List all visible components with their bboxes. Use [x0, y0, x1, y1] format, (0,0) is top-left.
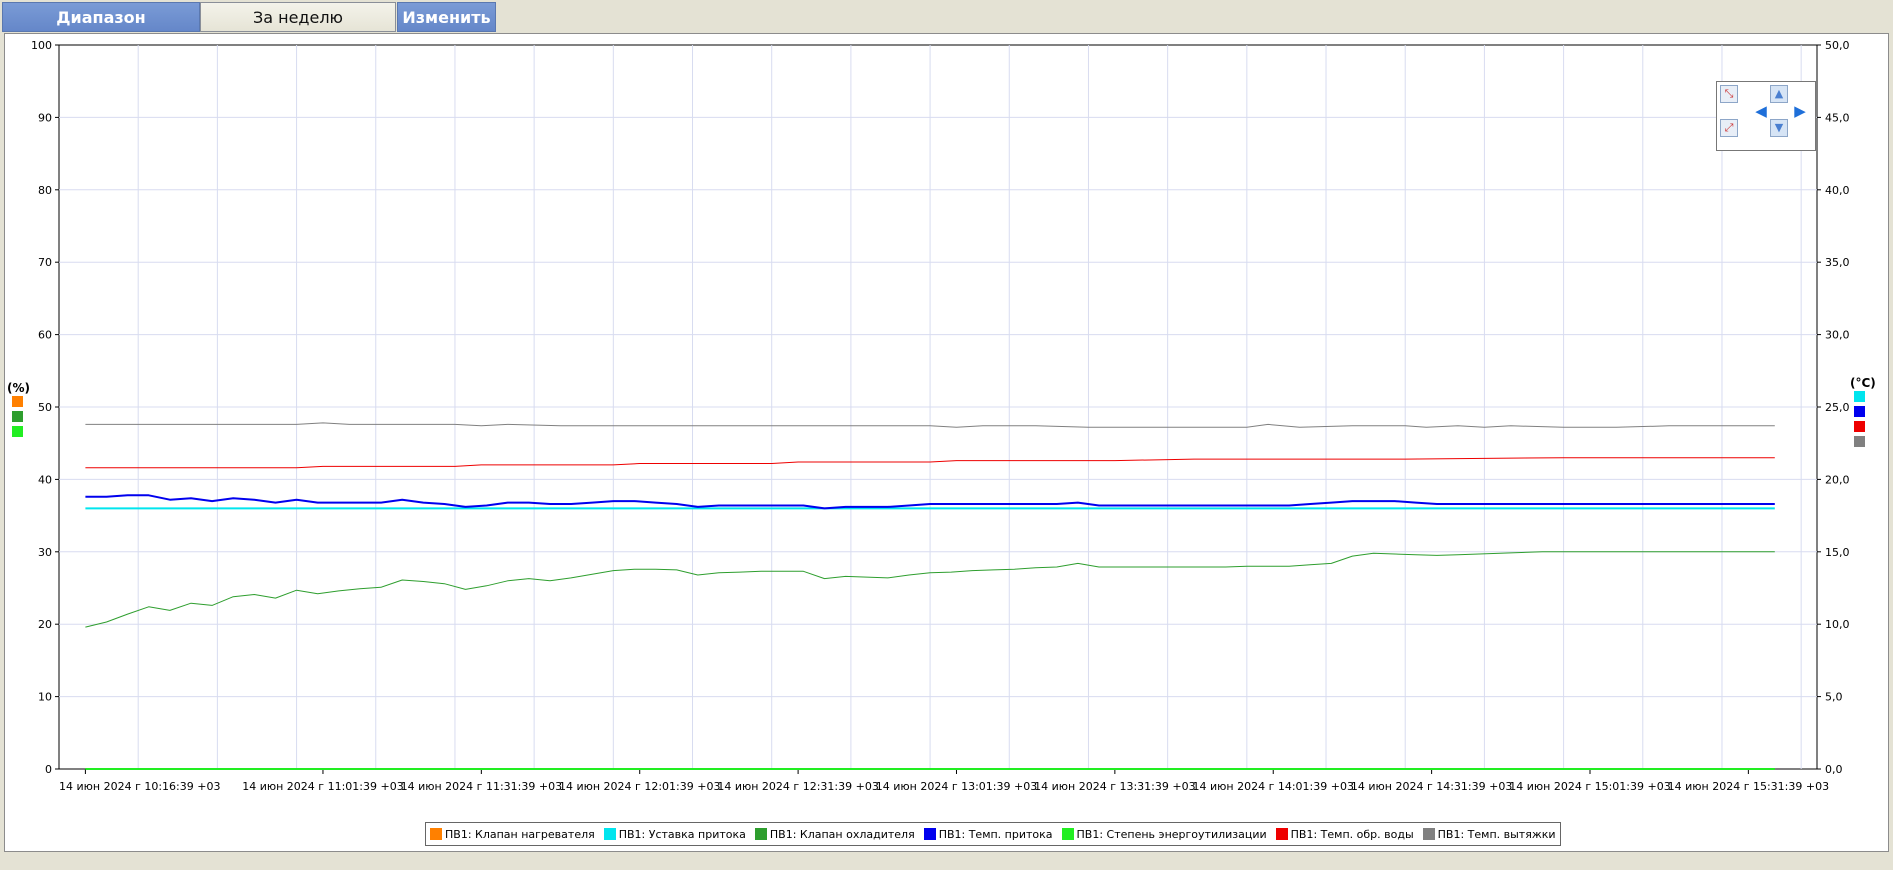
x-tick-label: 14 июн 2024 г 11:31:39 +03: [401, 780, 562, 793]
x-tick-label: 14 июн 2024 г 12:31:39 +03: [717, 780, 878, 793]
x-tick-label: 14 июн 2024 г 10:16:39 +03: [59, 780, 220, 793]
legend-item[interactable]: ПВ1: Темп. притока: [923, 827, 1053, 841]
left-tick-label: 30: [38, 546, 52, 559]
legend-label: ПВ1: Клапан нагревателя: [445, 827, 595, 841]
right-tick-label: 50,0: [1825, 39, 1850, 52]
change-button[interactable]: Изменить: [397, 2, 496, 32]
right-axis-marker-2: [1854, 406, 1865, 417]
chart-navigator: ⤡ ▲ ◀ ▶ ⤢ ▼: [1716, 81, 1816, 151]
right-axis-unit: (°C): [1850, 376, 1876, 390]
arrow-up-icon[interactable]: ▲: [1770, 85, 1788, 103]
legend-swatch: [1061, 828, 1074, 840]
left-tick-label: 100: [31, 39, 52, 52]
legend-label: ПВ1: Степень энергоутилизации: [1076, 827, 1267, 841]
left-tick-label: 10: [38, 691, 52, 704]
series-line-6: [85, 457, 1775, 469]
trend-chart[interactable]: 0 10 20 30 40 50 60 70 80 90 100 0,0 5,0 10,0 15,0 20,0…: [5, 34, 1890, 853]
left-axis-unit: (%): [7, 381, 30, 395]
legend-label: ПВ1: Темп. притока: [938, 827, 1053, 841]
legend-item[interactable]: ПВ1: Уставка притока: [603, 827, 746, 841]
left-tick-label: 80: [38, 184, 52, 197]
right-tick-label: 40,0: [1825, 184, 1850, 197]
legend-swatch: [430, 828, 442, 840]
legend-label: ПВ1: Клапан охладителя: [769, 827, 915, 841]
x-tick-label: 14 июн 2024 г 14:31:39 +03: [1351, 780, 1512, 793]
right-tick-label: 20,0: [1825, 473, 1850, 486]
zoom-out-icon[interactable]: ⤢: [1720, 119, 1738, 137]
zoom-in-icon[interactable]: ⤡: [1720, 85, 1738, 103]
legend-swatch: [923, 828, 936, 840]
week-button[interactable]: За неделю: [200, 2, 396, 32]
legend-item[interactable]: ПВ1: Темп. обр. воды: [1275, 827, 1414, 841]
left-tick-label: 50: [38, 401, 52, 414]
left-tick-label: 40: [38, 473, 52, 486]
chart-legend: ПВ1: Клапан нагревателя ПВ1: Уставка прит…: [425, 822, 1561, 846]
x-tick-label: 14 июн 2024 г 15:31:39 +03: [1668, 780, 1829, 793]
legend-item[interactable]: ПВ1: Клапан нагревателя: [430, 828, 595, 841]
right-tick-label: 0,0: [1825, 763, 1843, 776]
right-tick-label: 45,0: [1825, 111, 1850, 124]
legend-swatch: [1422, 828, 1435, 840]
right-tick-label: 15,0: [1825, 546, 1850, 559]
left-axis-marker-2: [12, 411, 23, 422]
series-line-3: [85, 551, 1775, 628]
arrow-right-icon[interactable]: ▶: [1791, 102, 1809, 120]
left-tick-label: 70: [38, 256, 52, 269]
x-tick-label: 14 июн 2024 г 13:01:39 +03: [876, 780, 1037, 793]
left-tick-label: 90: [38, 111, 52, 124]
right-tick-label: 35,0: [1825, 256, 1850, 269]
right-tick-label: 10,0: [1825, 618, 1850, 631]
right-axis-marker-3: [1854, 421, 1865, 432]
x-tick-label: 14 июн 2024 г 13:31:39 +03: [1034, 780, 1195, 793]
right-axis-marker-1: [1854, 391, 1865, 402]
legend-label: ПВ1: Темп. вытяжки: [1437, 827, 1556, 841]
legend-item[interactable]: ПВ1: Степень энергоутилизации: [1061, 827, 1267, 841]
left-tick-label: 20: [38, 618, 52, 631]
range-button[interactable]: Диапазон: [2, 2, 200, 32]
legend-item[interactable]: ПВ1: Клапан охладителя: [754, 827, 915, 841]
left-tick-label: 0: [45, 763, 52, 776]
arrow-left-icon[interactable]: ◀: [1752, 102, 1770, 120]
legend-swatch: [603, 828, 616, 840]
x-tick-label: 14 июн 2024 г 12:01:39 +03: [559, 780, 720, 793]
x-tick-label: 14 июн 2024 г 15:01:39 +03: [1509, 780, 1670, 793]
legend-label: ПВ1: Темп. обр. воды: [1290, 827, 1414, 841]
legend-swatch: [1275, 828, 1288, 840]
left-axis-marker-1: [12, 396, 23, 407]
x-tick-label: 14 июн 2024 г 14:01:39 +03: [1192, 780, 1353, 793]
left-tick-label: 60: [38, 329, 52, 342]
right-tick-label: 30,0: [1825, 329, 1850, 342]
left-axis-marker-3: [12, 426, 23, 437]
series-line-7: [85, 422, 1775, 428]
right-tick-label: 25,0: [1825, 401, 1850, 414]
right-tick-label: 5,0: [1825, 691, 1843, 704]
arrow-down-icon[interactable]: ▼: [1770, 119, 1788, 137]
legend-label: ПВ1: Уставка притока: [618, 827, 746, 841]
x-tick-label: 14 июн 2024 г 11:01:39 +03: [242, 780, 403, 793]
chart-panel: 0 10 20 30 40 50 60 70 80 90 100 0,0 5,0 10,0 15,0 20,0…: [4, 33, 1889, 852]
legend-swatch: [754, 828, 767, 840]
legend-item[interactable]: ПВ1: Темп. вытяжки: [1422, 827, 1556, 841]
right-axis-marker-4: [1854, 436, 1865, 447]
series-line-4: [85, 494, 1775, 510]
